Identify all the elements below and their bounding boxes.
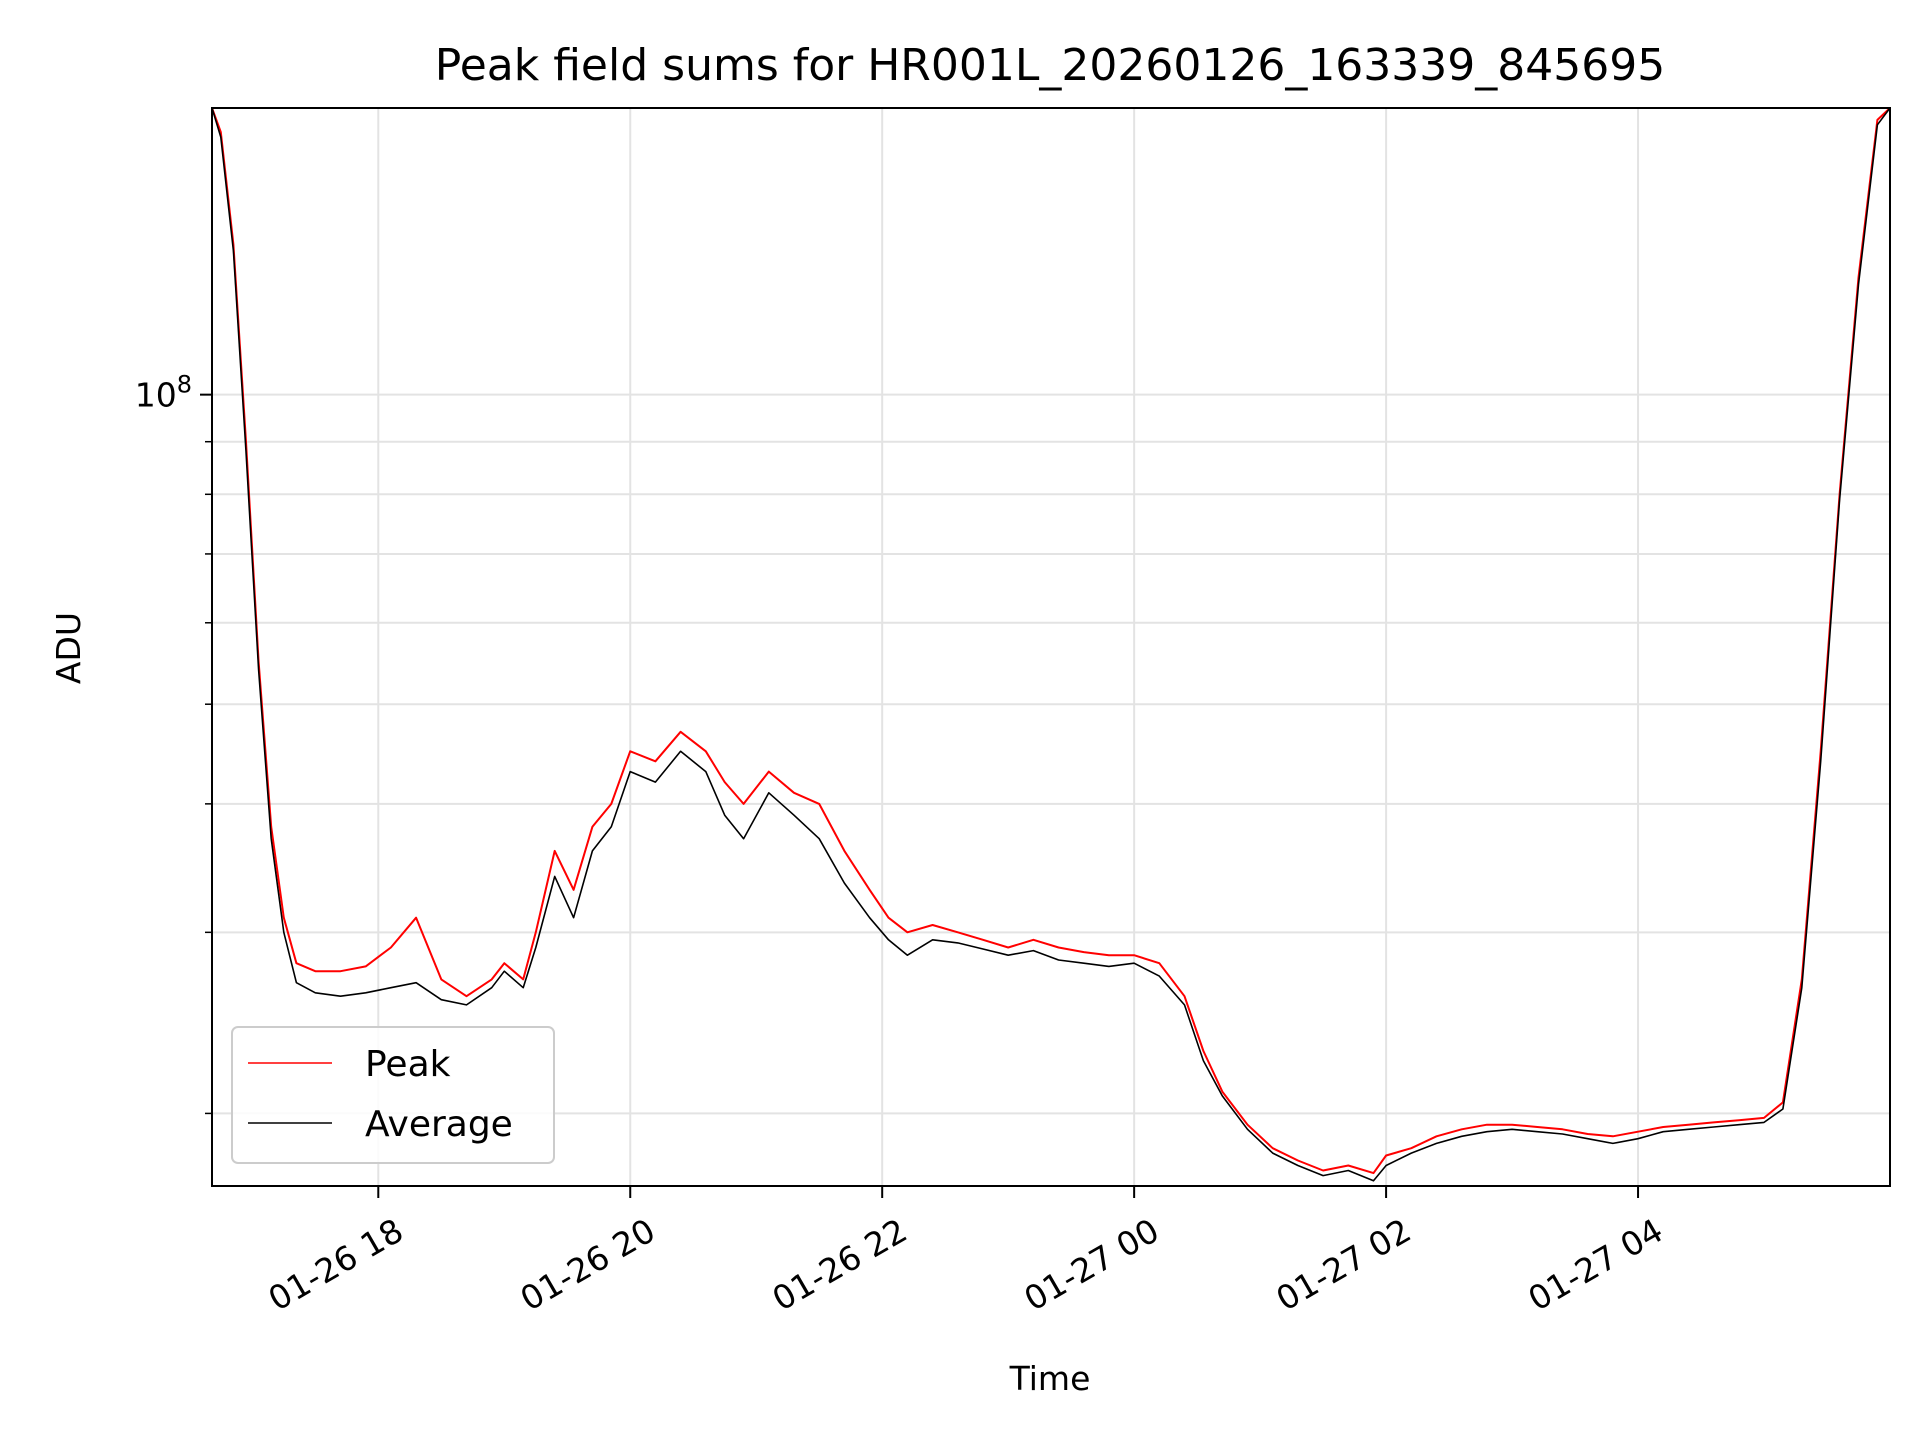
y-axis-label: ADU xyxy=(49,612,88,684)
series-layer xyxy=(211,107,1891,1182)
legend: Peak Average xyxy=(231,1026,555,1164)
y-ticks-layer: 108 xyxy=(135,371,212,1115)
series-line-peak xyxy=(211,107,1891,1175)
legend-label-average: Average xyxy=(365,1104,513,1145)
chart-title: Peak field sums for HR001L_20260126_1633… xyxy=(435,40,1666,91)
legend-box xyxy=(231,1026,555,1164)
grid-layer xyxy=(212,108,1890,1186)
legend-label-peak: Peak xyxy=(365,1044,451,1085)
plot-area-frame xyxy=(211,107,1891,1187)
x-axis-label: Time xyxy=(1009,1359,1091,1398)
y-tick-label: 108 xyxy=(135,371,192,415)
series-line-average xyxy=(211,107,1891,1182)
